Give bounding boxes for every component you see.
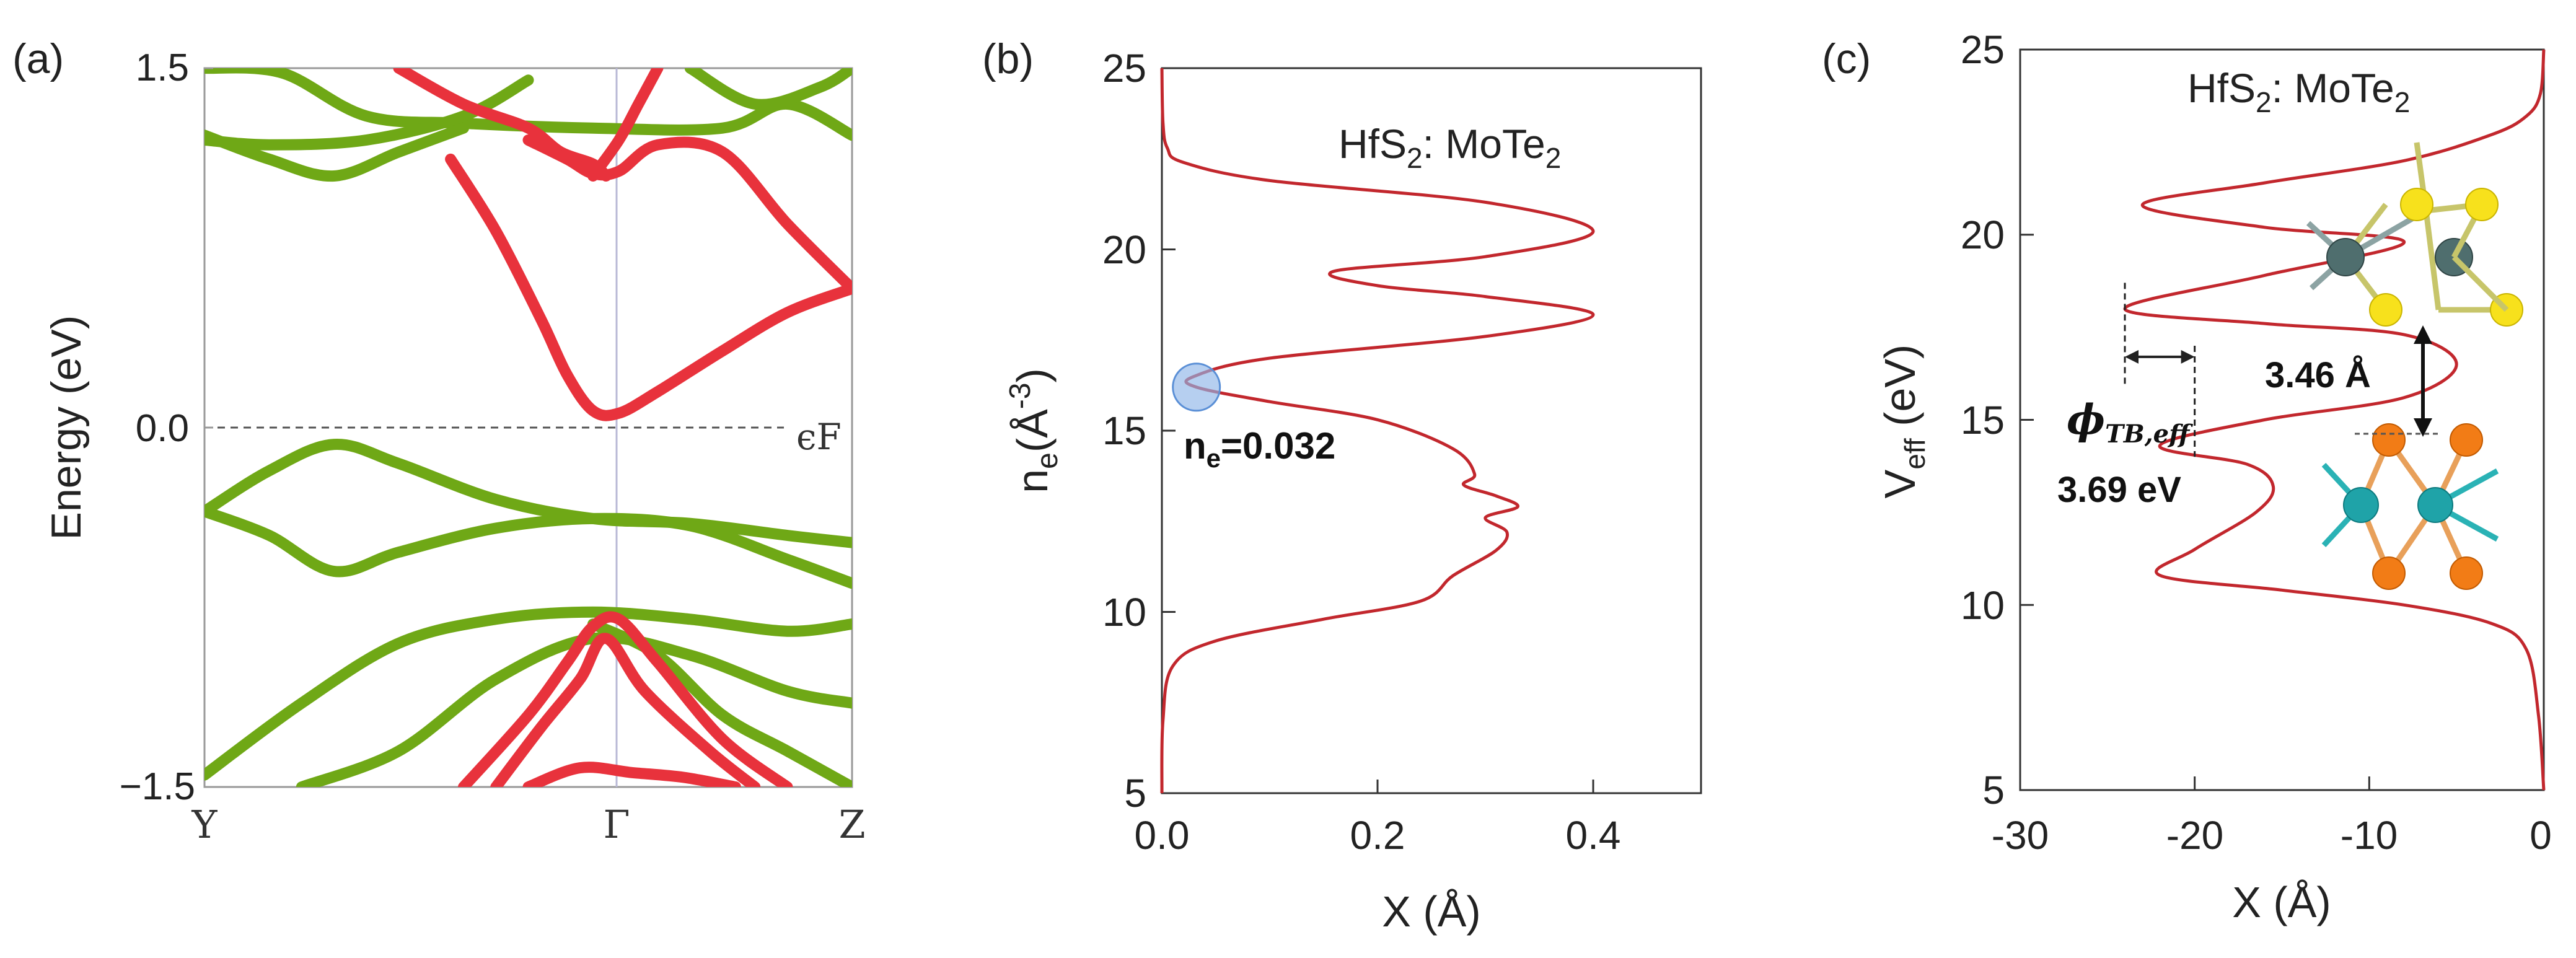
s-atom: [2465, 188, 2499, 221]
arrow-head-down: [2414, 418, 2432, 437]
mo-atom: [2343, 487, 2379, 523]
panel-label-c: (c): [1822, 35, 1871, 82]
ytick-label-c-1: 10: [1961, 583, 2005, 628]
phi-arrow-right: [2181, 349, 2195, 364]
band-line-green-4: [684, 68, 852, 110]
band-line-red-cb: [445, 153, 852, 421]
phi-label: ϕTB,eff: [2067, 395, 2193, 449]
band-line-red-vb3: [522, 762, 741, 787]
ytick-label-c-2: 15: [1961, 398, 2005, 442]
legend-b: HfS2: MoTe2: [1339, 121, 1561, 174]
te-atom: [2372, 556, 2406, 590]
xtick-label-b-2: 0.4: [1566, 813, 1621, 858]
ytick-label-c-3: 20: [1961, 213, 2005, 257]
band-line-green-vb2: [204, 506, 852, 589]
ne-annotation: ne=0.032: [1184, 425, 1335, 473]
xtick-label-b-1: 0.2: [1350, 813, 1405, 858]
xtick-label-b-0: 0.0: [1135, 813, 1190, 858]
kpoint-label-y: Y: [191, 802, 218, 847]
axis-ticks-c: [2019, 48, 2545, 791]
panel-label-a: (a): [12, 35, 64, 82]
te-atom: [2450, 556, 2483, 590]
te-atom: [2372, 423, 2406, 457]
phi-arrow-left: [2125, 349, 2139, 364]
ytick-label-c-4: 25: [1961, 27, 2005, 72]
ytick-label-a-mid: 0.0: [136, 407, 189, 450]
band-line-green-vb1: [204, 439, 852, 548]
xtick-label-c-3: 0: [2530, 813, 2552, 858]
te-atom: [2450, 423, 2483, 457]
y-axis-label-a: Energy (eV): [43, 315, 90, 540]
work-function-markers: [2124, 283, 2196, 457]
xtick-label-c-1: -20: [2166, 813, 2224, 858]
panel-label-b: (b): [982, 35, 1034, 82]
band-line-red-vb1: [458, 611, 793, 787]
mo-atom: [2417, 487, 2453, 523]
hf-atom: [2326, 238, 2365, 276]
band-line-green-2: [204, 122, 469, 182]
phi-value-label: 3.69 eV: [2057, 470, 2181, 510]
kpoint-label-gamma: Γ: [603, 802, 630, 847]
xtick-label-c-2: -10: [2341, 813, 2398, 858]
charge-density-panel: HfS2: MoTe2 ne=0.032 5 10 15 20 25 0.0 0…: [1004, 46, 1702, 936]
ytick-label-a-top: 1.5: [136, 46, 189, 89]
ytick-label-b-4: 25: [1102, 46, 1146, 90]
ytick-label-b-3: 20: [1102, 227, 1146, 272]
fermi-label: ϵF: [796, 416, 842, 458]
xtick-label-c-0: -30: [1992, 813, 2049, 858]
potential-panel: HfS2: MoTe2: [1876, 27, 2552, 926]
ytick-label-b-1: 10: [1102, 590, 1146, 635]
potential-line: [2123, 49, 2546, 791]
ytick-label-b-0: 5: [1124, 771, 1146, 815]
mote2-layer: [2321, 423, 2499, 590]
interlayer-distance-label: 3.46 Å: [2265, 355, 2371, 395]
ytick-label-a-bottom: −1.5: [120, 765, 195, 808]
band-line-green-vb3: [204, 606, 852, 781]
band-structure-panel: ϵF 1.5 0.0 −1.5 Y Γ Z Energy (eV): [43, 46, 866, 847]
legend-c: HfS2: MoTe2: [2187, 65, 2410, 118]
ne-marker-point: [1172, 363, 1221, 412]
x-axis-label-c: X (Å): [2232, 878, 2331, 926]
ytick-label-c-0: 5: [1982, 768, 2005, 812]
band-line-red-vb2: [490, 633, 761, 787]
atomic-structure-illustration: [2306, 142, 2523, 590]
band-lines: [204, 68, 852, 787]
y-axis-label-b: ne(Å-3): [1004, 368, 1064, 493]
hfs2-layer: [2306, 142, 2523, 327]
arrow-head-up: [2414, 325, 2432, 344]
x-axis-label-b: X (Å): [1382, 887, 1480, 936]
potential-curve: [2123, 49, 2546, 791]
band-line-red-3: [587, 68, 664, 182]
band-line-red-2: [522, 134, 852, 294]
band-line-red-1: [393, 68, 612, 182]
kpoint-label-z: Z: [838, 802, 865, 847]
y-axis-label-c: Veff (eV): [1876, 345, 1931, 499]
ytick-label-b-2: 15: [1102, 408, 1146, 453]
